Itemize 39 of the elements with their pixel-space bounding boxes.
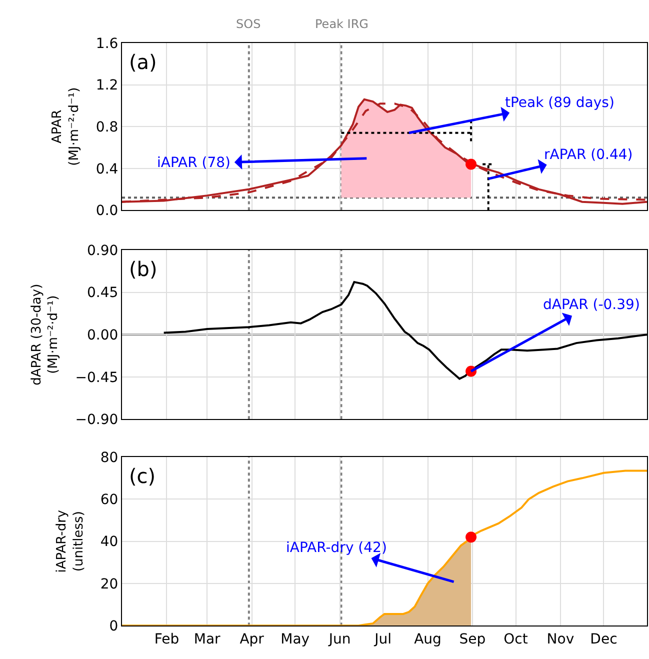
x-tick-label: Aug bbox=[414, 631, 442, 648]
annotation: rAPAR (0.44) bbox=[544, 147, 633, 163]
y-tick-label: 80 bbox=[100, 450, 118, 466]
x-tick-label: May bbox=[280, 631, 310, 648]
x-tick-label: Mar bbox=[194, 631, 221, 648]
y-tick-label: −0.90 bbox=[75, 412, 118, 428]
x-tick-label: Dec bbox=[590, 631, 618, 648]
y-axis-title: APAR (MJ·m⁻²·d⁻¹) bbox=[50, 87, 82, 166]
annotation: (a) bbox=[129, 50, 157, 74]
y-tick-label: 0.00 bbox=[87, 328, 118, 344]
x-tick-label: Sep bbox=[459, 631, 486, 648]
y-axis-title: dAPAR (30-day) (MJ·m⁻²·d⁻¹) bbox=[29, 284, 62, 386]
y-tick-label: 0.8 bbox=[96, 120, 118, 136]
y-tick-label: 0.90 bbox=[87, 242, 118, 259]
y-tick-label: 1.2 bbox=[96, 78, 118, 94]
y-tick-label: 0.45 bbox=[87, 285, 118, 302]
annotation: tPeak (89 days) bbox=[505, 95, 614, 111]
y-tick-label: 60 bbox=[100, 492, 118, 508]
y-axis-title: iAPAR-dry (unitless) bbox=[54, 510, 86, 573]
x-tick-label: Nov bbox=[546, 631, 574, 648]
x-tick-label: Jun bbox=[328, 631, 351, 648]
y-tick-label: −0.45 bbox=[75, 370, 118, 386]
x-tick-label: Feb bbox=[154, 631, 180, 648]
annotation: dAPAR (-0.39) bbox=[543, 297, 640, 313]
annotation: (b) bbox=[129, 257, 158, 281]
y-tick-label: 1.6 bbox=[96, 36, 118, 52]
y-tick-label: 0 bbox=[109, 618, 118, 634]
annotation: (c) bbox=[129, 464, 156, 488]
y-tick-label: 0.4 bbox=[96, 161, 118, 178]
y-tick-label: 20 bbox=[100, 576, 118, 592]
annotation: iAPAR-dry (42) bbox=[286, 540, 387, 556]
x-tick-label: Apr bbox=[240, 631, 264, 648]
ref-line-label: SOS bbox=[236, 17, 261, 31]
y-tick-label: 40 bbox=[100, 534, 118, 550]
y-tick-label: 0.0 bbox=[96, 203, 118, 220]
ref-line-label: Peak IRG bbox=[315, 17, 368, 31]
x-tick-label: Oct bbox=[504, 631, 528, 648]
annotation: iAPAR (78) bbox=[157, 155, 231, 171]
x-tick-label: Jul bbox=[374, 631, 392, 648]
